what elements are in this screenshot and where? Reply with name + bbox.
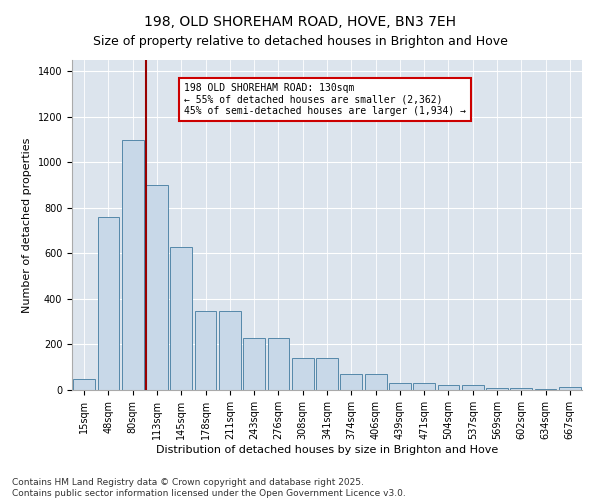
Bar bbox=[365, 374, 386, 390]
Bar bbox=[559, 386, 581, 390]
Bar bbox=[413, 383, 435, 390]
Bar bbox=[243, 338, 265, 390]
Bar bbox=[170, 246, 192, 390]
Bar bbox=[146, 185, 168, 390]
Text: 198, OLD SHOREHAM ROAD, HOVE, BN3 7EH: 198, OLD SHOREHAM ROAD, HOVE, BN3 7EH bbox=[144, 15, 456, 29]
Text: Contains HM Land Registry data © Crown copyright and database right 2025.
Contai: Contains HM Land Registry data © Crown c… bbox=[12, 478, 406, 498]
Bar bbox=[292, 358, 314, 390]
Bar bbox=[389, 383, 411, 390]
Bar bbox=[73, 378, 95, 390]
Bar bbox=[486, 388, 508, 390]
Bar bbox=[97, 217, 119, 390]
Bar bbox=[511, 388, 532, 390]
Bar bbox=[316, 358, 338, 390]
X-axis label: Distribution of detached houses by size in Brighton and Hove: Distribution of detached houses by size … bbox=[156, 444, 498, 454]
Bar bbox=[340, 374, 362, 390]
Bar bbox=[268, 338, 289, 390]
Bar bbox=[194, 312, 217, 390]
Text: 198 OLD SHOREHAM ROAD: 130sqm
← 55% of detached houses are smaller (2,362)
45% o: 198 OLD SHOREHAM ROAD: 130sqm ← 55% of d… bbox=[184, 83, 466, 116]
Bar bbox=[219, 312, 241, 390]
Bar bbox=[122, 140, 143, 390]
Text: Size of property relative to detached houses in Brighton and Hove: Size of property relative to detached ho… bbox=[92, 35, 508, 48]
Bar bbox=[462, 386, 484, 390]
Bar bbox=[437, 386, 460, 390]
Y-axis label: Number of detached properties: Number of detached properties bbox=[22, 138, 32, 312]
